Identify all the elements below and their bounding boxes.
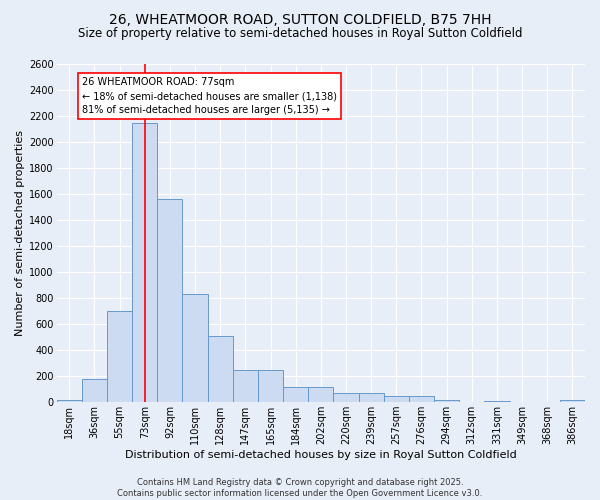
Bar — [258, 370, 283, 402]
Bar — [484, 401, 509, 402]
Y-axis label: Number of semi-detached properties: Number of semi-detached properties — [15, 130, 25, 336]
Bar — [233, 370, 258, 402]
Bar — [409, 396, 434, 402]
Bar — [560, 400, 585, 402]
Bar — [182, 294, 208, 402]
Bar — [283, 386, 308, 402]
Bar — [107, 311, 132, 402]
Text: 26 WHEATMOOR ROAD: 77sqm
← 18% of semi-detached houses are smaller (1,138)
81% o: 26 WHEATMOOR ROAD: 77sqm ← 18% of semi-d… — [82, 77, 337, 115]
Bar — [434, 400, 459, 402]
X-axis label: Distribution of semi-detached houses by size in Royal Sutton Coldfield: Distribution of semi-detached houses by … — [125, 450, 517, 460]
Bar — [308, 386, 334, 402]
Text: Contains HM Land Registry data © Crown copyright and database right 2025.
Contai: Contains HM Land Registry data © Crown c… — [118, 478, 482, 498]
Bar — [359, 393, 384, 402]
Bar — [384, 396, 409, 402]
Bar — [208, 336, 233, 402]
Text: 26, WHEATMOOR ROAD, SUTTON COLDFIELD, B75 7HH: 26, WHEATMOOR ROAD, SUTTON COLDFIELD, B7… — [109, 12, 491, 26]
Text: Size of property relative to semi-detached houses in Royal Sutton Coldfield: Size of property relative to semi-detach… — [78, 28, 522, 40]
Bar — [132, 122, 157, 402]
Bar — [82, 380, 107, 402]
Bar — [157, 200, 182, 402]
Bar — [56, 400, 82, 402]
Bar — [334, 393, 359, 402]
